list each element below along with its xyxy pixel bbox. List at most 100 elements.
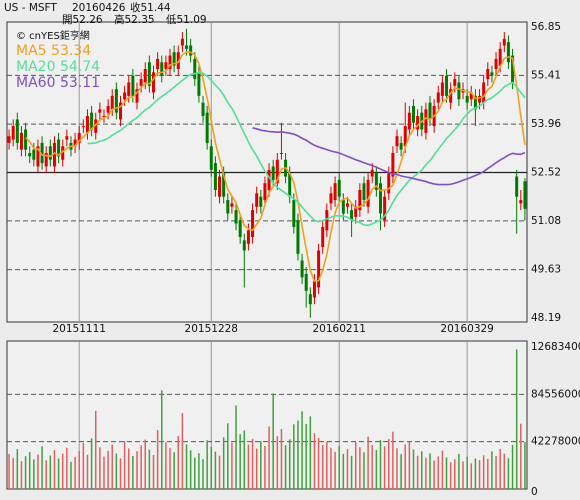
y-tick-label: 55.41 bbox=[531, 69, 561, 81]
open-price: 開52.26 bbox=[62, 14, 103, 26]
volume-bar bbox=[458, 453, 460, 489]
volume-bar bbox=[487, 458, 489, 489]
volume-bar bbox=[346, 449, 349, 489]
candle-body bbox=[135, 89, 139, 103]
volume-bar bbox=[169, 448, 171, 489]
legend-entry: MA60 53.11 bbox=[16, 75, 100, 91]
volume-bar bbox=[268, 426, 270, 489]
volume-bar bbox=[367, 436, 369, 489]
volume-bar bbox=[255, 448, 258, 489]
volume-bar bbox=[441, 450, 444, 489]
volume-bar bbox=[41, 446, 43, 489]
candle-body bbox=[160, 62, 164, 76]
x-tick-label: 20151111 bbox=[52, 323, 105, 335]
volume-bar bbox=[371, 445, 373, 489]
candle-body bbox=[428, 102, 432, 120]
volume-bar bbox=[161, 390, 163, 489]
x-tick-label: 20160211 bbox=[312, 323, 365, 335]
volume-bar bbox=[276, 436, 279, 489]
candle-body bbox=[127, 82, 131, 96]
candle-body bbox=[412, 105, 416, 123]
legend-name: MA5 bbox=[16, 43, 47, 59]
volume-bar bbox=[400, 454, 402, 489]
candle-body bbox=[94, 119, 98, 133]
volume-bar bbox=[53, 450, 56, 489]
volume-bar bbox=[165, 442, 167, 489]
x-tick-label: 20160329 bbox=[440, 323, 493, 335]
volume-bar bbox=[189, 450, 192, 489]
volume-bar bbox=[177, 436, 180, 489]
candle-body bbox=[469, 92, 473, 100]
y-tick-label: 42278000 bbox=[531, 436, 580, 448]
y-tick-label: 0 bbox=[531, 486, 538, 498]
date: 20160426 bbox=[72, 2, 126, 14]
volume-bar bbox=[491, 451, 493, 489]
volume-bar bbox=[474, 458, 477, 489]
symbol: US - MSFT bbox=[4, 2, 57, 14]
volume-bar bbox=[309, 416, 312, 489]
volume-bar bbox=[326, 441, 328, 489]
candle-body bbox=[230, 203, 234, 207]
candle-body bbox=[519, 200, 523, 204]
candle-body bbox=[98, 109, 102, 113]
candle-body bbox=[139, 79, 143, 86]
candle-body bbox=[32, 149, 36, 160]
ma-line bbox=[252, 127, 526, 186]
candle-body bbox=[81, 126, 85, 128]
candle-body bbox=[362, 183, 366, 201]
candle-body bbox=[156, 58, 160, 70]
candle-body bbox=[7, 136, 11, 143]
candle-body bbox=[403, 126, 407, 147]
candle-body bbox=[308, 294, 312, 305]
volume-bar bbox=[28, 451, 31, 489]
volume-bar bbox=[82, 442, 85, 489]
candle-body bbox=[90, 112, 94, 130]
candle-body bbox=[213, 163, 217, 190]
volume-bar bbox=[288, 439, 291, 489]
candle-body bbox=[478, 95, 482, 103]
volume-bar bbox=[515, 349, 518, 489]
candle-body bbox=[341, 200, 345, 214]
volume-bar bbox=[127, 448, 130, 489]
volume-bar bbox=[115, 453, 118, 489]
volume-bar bbox=[392, 431, 394, 489]
candle-body bbox=[370, 169, 374, 177]
candle-body bbox=[205, 112, 209, 143]
volume-bar bbox=[111, 444, 113, 489]
candle-body bbox=[28, 153, 32, 157]
candle-body bbox=[486, 69, 490, 80]
candle-body bbox=[449, 89, 453, 103]
legend-entry: MA5 53.34 bbox=[16, 43, 91, 59]
y-tick-label: 52.52 bbox=[531, 167, 561, 179]
candle-body bbox=[275, 159, 279, 184]
candle-body bbox=[399, 142, 403, 150]
close-price: 收51.44 bbox=[130, 1, 171, 14]
volume-bar bbox=[33, 459, 35, 489]
candle-body bbox=[296, 220, 300, 254]
volume-bar bbox=[173, 452, 175, 489]
candle-body bbox=[102, 116, 106, 118]
volume-bar bbox=[37, 454, 39, 489]
volume-bar bbox=[185, 444, 188, 489]
legend-entry: MA20 54.74 bbox=[16, 59, 100, 75]
candle-body bbox=[201, 102, 205, 117]
candle-body bbox=[263, 183, 267, 201]
volume-bar bbox=[334, 451, 336, 489]
candle-body bbox=[445, 75, 449, 96]
volume-bar bbox=[90, 438, 93, 489]
legend-name: MA60 bbox=[16, 75, 55, 91]
low-price: 低51.09 bbox=[166, 13, 207, 26]
volume-bar bbox=[206, 440, 208, 489]
candle-body bbox=[279, 153, 283, 155]
candle-body bbox=[440, 82, 444, 96]
volume-bar bbox=[524, 442, 526, 489]
candle-body bbox=[354, 206, 358, 217]
candle-body bbox=[197, 72, 201, 96]
candle-body bbox=[317, 250, 321, 288]
candle-body bbox=[106, 105, 110, 113]
volume-bar bbox=[507, 458, 510, 489]
candle-body bbox=[378, 183, 382, 214]
volume-bar bbox=[99, 447, 101, 489]
candle-body bbox=[61, 146, 65, 160]
